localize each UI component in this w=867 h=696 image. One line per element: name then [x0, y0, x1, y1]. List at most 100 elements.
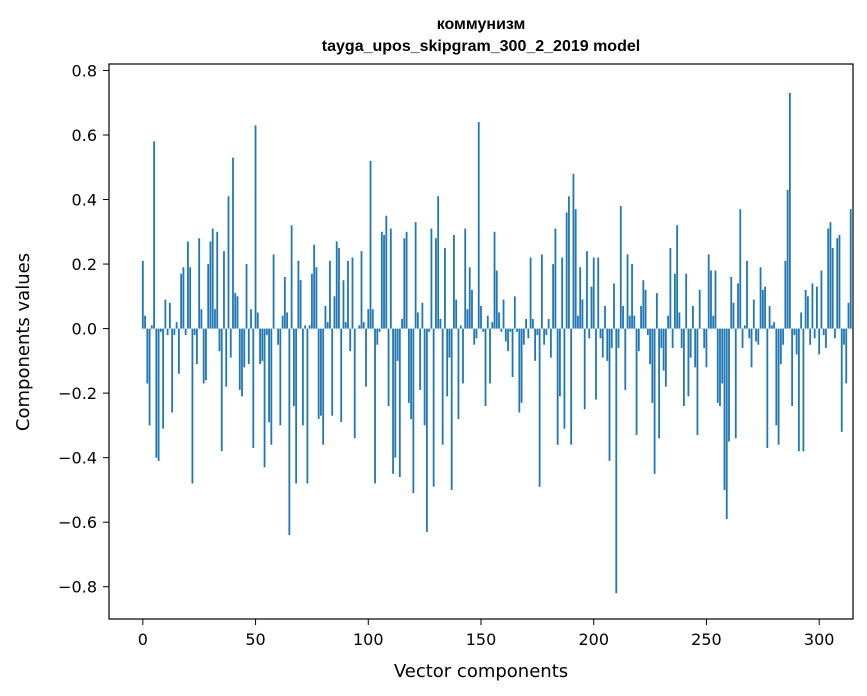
bar — [209, 241, 212, 329]
x-tick-label: 50 — [245, 630, 265, 649]
bar — [640, 306, 642, 329]
chart-subtitle: tayga_upos_skipgram_300_2_2019 model — [322, 38, 640, 55]
bar — [270, 328, 273, 445]
bar — [538, 328, 541, 487]
bar — [759, 267, 762, 329]
bar — [843, 328, 845, 345]
bar — [633, 315, 636, 329]
bar — [205, 328, 207, 381]
bar — [687, 328, 690, 397]
bar — [784, 260, 787, 329]
bar — [673, 273, 676, 329]
bar — [430, 228, 433, 329]
bar — [491, 322, 494, 329]
bar — [331, 328, 334, 416]
bar — [719, 328, 721, 407]
bar — [247, 328, 250, 365]
bar — [365, 328, 367, 387]
bar — [559, 328, 561, 397]
bar — [676, 225, 679, 329]
bar — [317, 328, 320, 419]
x-tick-label: 100 — [353, 630, 384, 649]
bar — [387, 328, 390, 407]
bar — [171, 328, 174, 413]
bar — [766, 328, 769, 448]
bar — [311, 273, 313, 329]
bar — [394, 328, 397, 458]
bar — [371, 309, 374, 329]
y-tick-label: −0.6 — [58, 513, 97, 532]
bar — [272, 254, 275, 329]
bar — [301, 328, 304, 426]
bar — [525, 318, 527, 329]
bar — [845, 328, 848, 384]
bar — [761, 289, 764, 329]
bar — [788, 93, 791, 329]
bar — [446, 328, 449, 397]
bar — [428, 328, 431, 332]
bar — [369, 160, 372, 329]
bar — [453, 235, 455, 329]
bar — [313, 244, 316, 329]
x-tick-label: 250 — [691, 630, 722, 649]
bar — [159, 328, 162, 332]
bar — [829, 222, 832, 329]
bar — [813, 328, 816, 339]
bar — [468, 267, 471, 329]
bar — [680, 328, 683, 348]
bar — [238, 328, 241, 390]
bar — [200, 309, 203, 329]
bar — [734, 328, 737, 439]
bar — [610, 328, 613, 348]
bar — [376, 328, 379, 345]
bar — [822, 328, 825, 336]
bar — [545, 328, 548, 336]
bar — [362, 322, 365, 329]
bar — [326, 322, 329, 329]
bar — [475, 328, 478, 339]
bar — [804, 289, 807, 329]
x-tick-label: 200 — [578, 630, 609, 649]
bar — [146, 328, 149, 384]
bar-series — [141, 93, 852, 594]
bar — [522, 328, 525, 345]
bar — [746, 260, 748, 329]
bar — [635, 328, 638, 436]
bar — [825, 328, 827, 348]
bar — [653, 328, 656, 474]
bar — [626, 254, 629, 329]
bar — [669, 247, 672, 329]
bar — [664, 328, 667, 387]
bar — [516, 328, 518, 332]
bar — [360, 251, 363, 329]
bar — [189, 267, 192, 329]
bar — [793, 328, 796, 336]
bar — [279, 328, 282, 426]
bar — [502, 299, 505, 329]
bar — [482, 328, 485, 332]
y-tick-label: 0.6 — [72, 126, 97, 145]
bar — [439, 318, 442, 329]
bar — [779, 328, 782, 365]
bar — [622, 306, 624, 329]
bar — [714, 270, 717, 329]
bar — [498, 312, 500, 329]
bar — [561, 257, 564, 329]
bar — [617, 328, 620, 348]
bar — [613, 283, 615, 329]
bar — [245, 264, 248, 329]
bar — [333, 296, 336, 329]
bar — [655, 293, 658, 329]
bar — [809, 328, 812, 345]
bar — [444, 247, 446, 329]
bar — [353, 328, 356, 439]
bar — [773, 322, 775, 329]
bar — [484, 328, 487, 407]
bar — [568, 196, 570, 329]
bar — [180, 273, 183, 329]
bar — [480, 306, 482, 329]
bar — [401, 318, 403, 329]
bar — [807, 296, 809, 329]
bar — [457, 328, 460, 419]
